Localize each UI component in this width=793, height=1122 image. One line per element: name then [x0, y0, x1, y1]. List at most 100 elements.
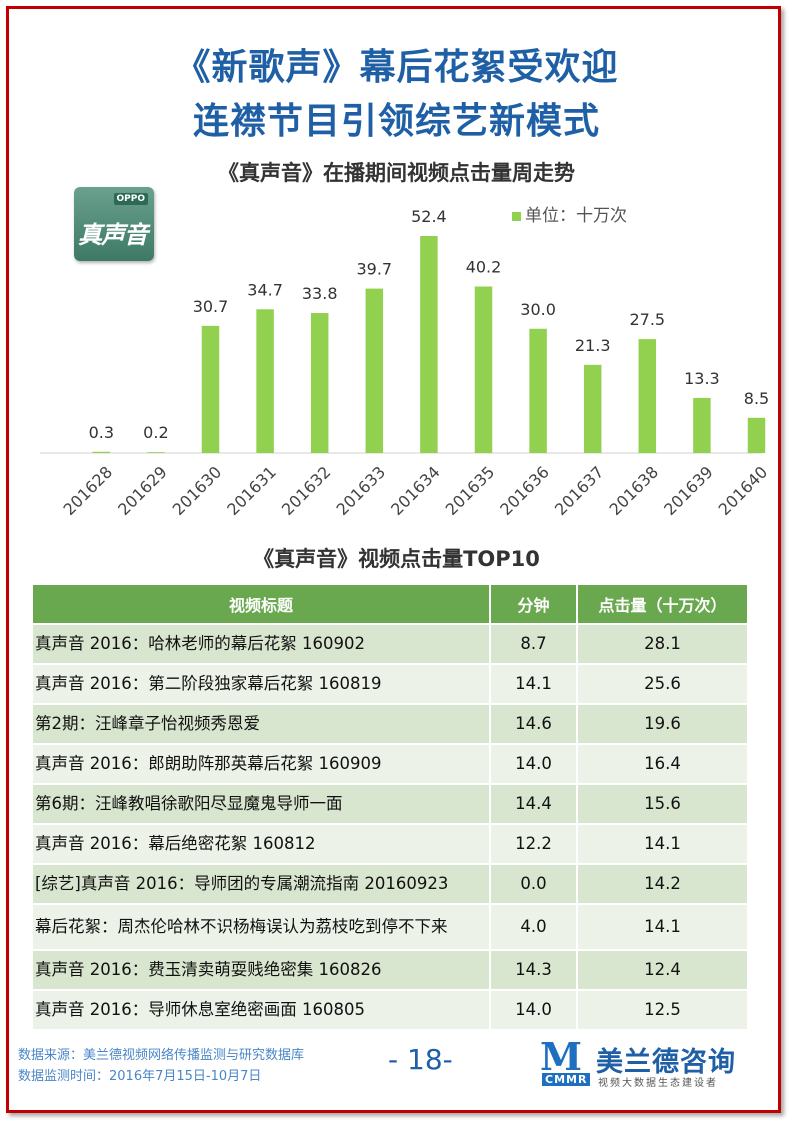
chart-legend: 单位：十万次 [512, 201, 627, 226]
data-label: 40.2 [466, 258, 502, 277]
table-row: 真声音 2016：导师休息室绝密画面 160805 14.0 12.5 [33, 989, 749, 1029]
cell-title: 真声音 2016：费玉清卖萌耍贱绝密集 160826 [33, 949, 491, 990]
cell-minutes: 14.1 [490, 663, 578, 704]
cell-clicks: 25.6 [577, 663, 749, 704]
cell-minutes: 14.0 [490, 989, 578, 1029]
cell-minutes: 8.7 [490, 623, 578, 664]
cell-title: 真声音 2016：第二阶段独家幕后花絮 160819 [33, 663, 491, 704]
header-title: 视频标题 [33, 585, 491, 624]
legend-swatch [512, 211, 521, 221]
x-tick-label: 201630 [169, 462, 226, 519]
table-row: 真声音 2016：幕后绝密花絮 160812 12.2 14.1 [33, 823, 749, 864]
cell-clicks: 12.4 [577, 949, 749, 990]
table-row: 真声音 2016：第二阶段独家幕后花絮 160819 14.1 25.6 [33, 663, 749, 704]
table-header-row: 视频标题 分钟 点击量（十万次） [33, 585, 749, 624]
cell-clicks: 16.4 [577, 743, 749, 784]
chart-title: 《真声音》在播期间视频点击量周走势 [218, 161, 575, 185]
bar-201633 [365, 288, 384, 453]
header-clicks: 点击量（十万次） [577, 585, 749, 624]
data-label: 8.5 [744, 389, 769, 408]
cell-minutes: 14.6 [490, 703, 578, 744]
table-title: 《真声音》视频点击量TOP10 [253, 547, 540, 571]
x-tick-label: 201628 [60, 462, 117, 519]
legend-label: 单位：十万次 [525, 206, 627, 226]
page-number: - 18- [388, 1043, 453, 1076]
top10-table: 视频标题 分钟 点击量（十万次） 真声音 2016：哈林老师的幕后花絮 1609… [33, 585, 749, 1029]
bar-chart: 0.3 201628 0.2 201629 30.7 201630 34.7 201631 33… [40, 207, 772, 519]
x-tick-label: 201640 [715, 462, 772, 519]
cell-minutes: 14.3 [490, 949, 578, 990]
logo-show-name: 真声音 [78, 220, 148, 249]
data-label: 34.7 [247, 280, 283, 299]
brand-mark-icon: M [540, 1034, 583, 1079]
x-tick-label: 201632 [278, 462, 335, 519]
data-label: 0.2 [143, 423, 168, 442]
cell-minutes: 4.0 [490, 903, 578, 950]
bar-201637 [583, 364, 602, 453]
x-tick-label: 201637 [551, 462, 608, 519]
bar-201629 [147, 452, 165, 453]
table-row: [综艺]真声音 2016：导师团的专属潮流指南 20160923 0.0 14.… [33, 863, 749, 904]
data-label: 30.0 [520, 300, 556, 319]
cell-clicks: 28.1 [577, 623, 749, 664]
x-tick-label: 201633 [333, 462, 390, 519]
data-label: 30.7 [193, 297, 229, 316]
x-tick-label: 201636 [496, 462, 553, 519]
page-title-line1: 《新歌声》幕后花絮受欢迎 [174, 47, 619, 88]
cell-minutes: 0.0 [490, 863, 578, 904]
brand-name: 美兰德咨询 [596, 1047, 736, 1078]
header-minutes: 分钟 [490, 585, 578, 624]
page-frame [6, 6, 781, 1113]
x-tick-label: 201631 [223, 462, 280, 519]
cell-title: 第6期：汪峰教唱徐歌阳尽显魔鬼导师一面 [33, 783, 491, 824]
bar-201635 [474, 286, 493, 453]
cmmr-brand-logo: M CMMR 美兰德咨询 视频大数据生态建设者 [540, 1034, 755, 1090]
data-label: 21.3 [575, 336, 611, 355]
bar-201628 [92, 451, 111, 453]
bar-201640 [747, 417, 766, 453]
cell-title: 真声音 2016：导师休息室绝密画面 160805 [33, 989, 491, 1029]
cell-minutes: 12.2 [490, 823, 578, 864]
x-tick-label: 201629 [114, 462, 171, 519]
cell-title: 真声音 2016：哈林老师的幕后花絮 160902 [33, 623, 491, 664]
cell-clicks: 15.6 [577, 783, 749, 824]
table-row: 第6期：汪峰教唱徐歌阳尽显魔鬼导师一面 14.4 15.6 [33, 783, 749, 824]
cell-clicks: 12.5 [577, 989, 749, 1029]
data-label: 13.3 [684, 369, 720, 388]
x-tick-label: 201639 [660, 462, 717, 519]
table-row: 真声音 2016：郎朗助阵那英幕后花絮 160909 14.0 16.4 [33, 743, 749, 784]
cell-minutes: 14.4 [490, 783, 578, 824]
cell-clicks: 14.1 [577, 903, 749, 950]
x-tick-label: 201635 [442, 462, 499, 519]
cell-title: [综艺]真声音 2016：导师团的专属潮流指南 20160923 [33, 863, 491, 904]
bar-201636 [529, 328, 547, 453]
bar-201632 [310, 313, 329, 453]
cell-clicks: 19.6 [577, 703, 749, 744]
data-period-text: 数据监测时间：2016年7月15日-10月7日 [18, 1069, 262, 1084]
bar-201630 [201, 325, 220, 453]
x-tick-label: 201638 [606, 462, 663, 519]
table-row: 真声音 2016：哈林老师的幕后花絮 160902 8.7 28.1 [33, 623, 749, 664]
data-label: 0.3 [89, 423, 114, 442]
table-row: 第2期：汪峰章子怡视频秀恩爱 14.6 19.6 [33, 703, 749, 744]
cell-minutes: 14.0 [490, 743, 578, 784]
bar-201639 [693, 397, 711, 453]
brand-slogan: 视频大数据生态建设者 [598, 1078, 718, 1089]
page-title-line2: 连襟节目引领综艺新模式 [192, 101, 600, 142]
cell-clicks: 14.2 [577, 863, 749, 904]
table-row: 真声音 2016：费玉清卖萌耍贱绝密集 160826 14.3 12.4 [33, 949, 749, 990]
cell-clicks: 14.1 [577, 823, 749, 864]
show-logo: OPPO 真声音 [74, 187, 154, 261]
data-source-text: 数据来源：美兰德视频网络传播监测与研究数据库 [18, 1048, 305, 1063]
bar-201638 [638, 339, 657, 453]
cell-title: 第2期：汪峰章子怡视频秀恩爱 [33, 703, 491, 744]
data-label: 52.4 [411, 207, 447, 226]
data-label: 27.5 [629, 310, 665, 329]
data-label: 39.7 [356, 260, 392, 279]
table-row: 幕后花絮：周杰伦哈林不识杨梅误认为荔枝吃到停不下来 4.0 14.1 [33, 903, 749, 950]
cell-title: 真声音 2016：郎朗助阵那英幕后花絮 160909 [33, 743, 491, 784]
x-tick-label: 201634 [387, 462, 444, 519]
bar-201634 [420, 236, 438, 453]
logo-brand-text: OPPO [113, 193, 148, 205]
cell-title: 幕后花絮：周杰伦哈林不识杨梅误认为荔枝吃到停不下来 [33, 903, 491, 950]
